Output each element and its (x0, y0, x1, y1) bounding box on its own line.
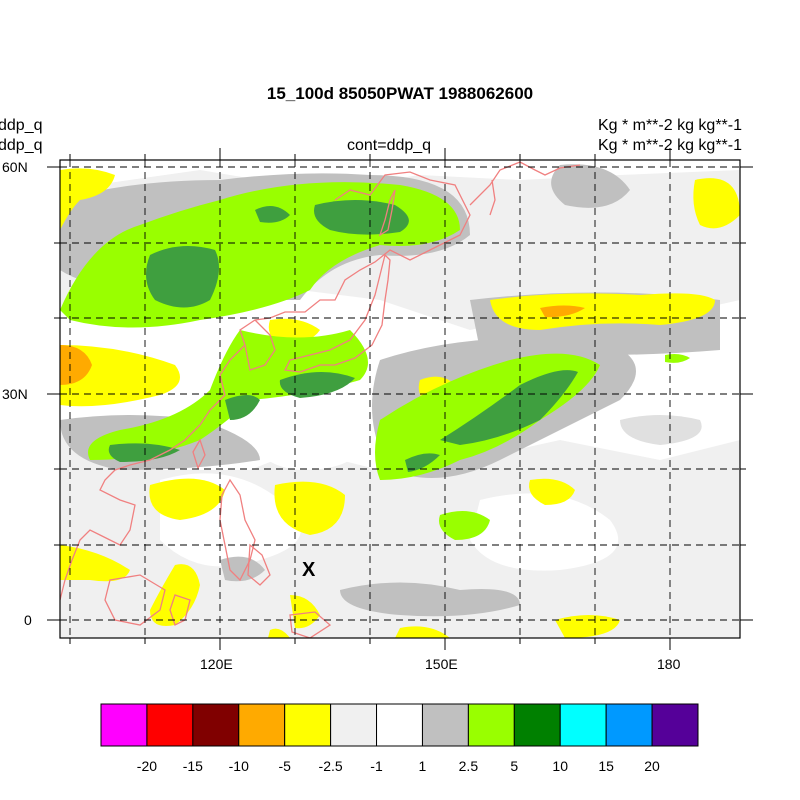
colorbar-swatch (651, 703, 699, 747)
colorbar (100, 703, 699, 747)
map-fill-layer (60, 160, 740, 638)
grey-region (220, 556, 265, 582)
colorbar-swatch (192, 703, 240, 747)
kamchatka-coastline (489, 179, 496, 216)
philippines-coastline (219, 478, 256, 582)
lat-label-60n: 60N (2, 159, 28, 175)
dark-green-region (314, 200, 409, 235)
dark-green-region (405, 453, 440, 472)
axis-ticks (47, 148, 753, 650)
colorbar-swatch (330, 703, 378, 747)
colorbar-label: -15 (182, 758, 203, 774)
yellow-region (268, 628, 290, 638)
lon-label-120e: 120E (200, 656, 233, 672)
colorbar-swatch (605, 703, 653, 747)
light-grey-region (60, 420, 740, 638)
japan-coastline (284, 253, 391, 373)
colorbar-label: 20 (644, 758, 660, 774)
yellow-region (60, 345, 180, 407)
dark-green-region (279, 371, 355, 398)
yellow-region (274, 481, 345, 535)
yellow-region (555, 615, 620, 638)
grey-region (340, 582, 520, 617)
light-green-region (88, 330, 368, 460)
colorbar-label: 5 (510, 758, 519, 774)
lat-label-30n: 30N (2, 386, 28, 402)
colorbar-swatch (100, 703, 148, 747)
colorbar-swatch (238, 703, 286, 747)
lon-label-180: 180 (657, 656, 681, 672)
yellow-region (490, 293, 715, 330)
units-label-1: Kg * m**-2 kg kg**-1 (597, 117, 742, 134)
colorbar-swatch (421, 703, 469, 747)
map-frame (59, 159, 741, 639)
orange-region (60, 345, 92, 385)
location-marker: X (302, 559, 316, 581)
left-label-2: ddp_q (0, 137, 43, 154)
coastline-layer (60, 161, 581, 638)
yellow-region (529, 478, 575, 505)
sulawesi-coastline (169, 594, 191, 626)
colorbar-swatch (376, 703, 423, 747)
colorbar-label: 15 (598, 758, 614, 774)
light-green-region (665, 354, 690, 363)
yellow-region (60, 168, 115, 230)
colorbar-label: 2.5 (458, 758, 479, 774)
colorbar-swatch (559, 703, 607, 747)
colorbar-swatch (284, 703, 332, 747)
yellow-region (149, 478, 225, 520)
yellow-region (693, 178, 740, 229)
grey-region (620, 415, 702, 445)
colorbar-label: -10 (228, 758, 249, 774)
newguinea-coastline (289, 611, 332, 638)
colorbar-label: 1 (418, 758, 427, 774)
colorbar-label: -1 (370, 758, 383, 774)
dark-green-region (225, 395, 260, 420)
colorbar-swatch (513, 703, 561, 747)
yellow-region (395, 626, 450, 638)
dark-green-region (146, 246, 219, 308)
graticule (60, 160, 740, 638)
colorbar-label: -2.5 (318, 758, 343, 774)
contour-label: cont=ddp_q (347, 137, 432, 154)
sakhalin-coastline (378, 189, 396, 237)
lon-label-150e: 150E (425, 656, 458, 672)
colorbar-label: 10 (552, 758, 569, 774)
plot-title: 15_100d 85050PWAT 1988062600 (266, 84, 534, 103)
left-label-1: ddp_q (0, 117, 43, 134)
white-region (470, 493, 619, 571)
kamchatka-coastline (469, 161, 581, 206)
colorbar-swatch (146, 703, 194, 747)
dark-green-region (255, 206, 290, 223)
yellow-region (60, 545, 130, 582)
white-region (248, 398, 362, 470)
units-label-2: Kg * m**-2 kg kg**-1 (597, 137, 742, 154)
philippines-coastline (247, 543, 271, 586)
lat-label-0: 0 (24, 612, 32, 628)
korea-coastline (244, 319, 276, 371)
borneo-coastline (104, 574, 166, 626)
light-green-region (439, 511, 490, 540)
orange-region (540, 305, 585, 318)
dark-green-region (440, 370, 578, 445)
colorbar-label: -5 (278, 758, 291, 774)
taiwan-coastline (192, 438, 206, 470)
colorbar-swatch (467, 703, 515, 747)
dark-green-region (108, 443, 180, 462)
grey-region (551, 164, 630, 208)
colorbar-label: -20 (136, 758, 158, 774)
